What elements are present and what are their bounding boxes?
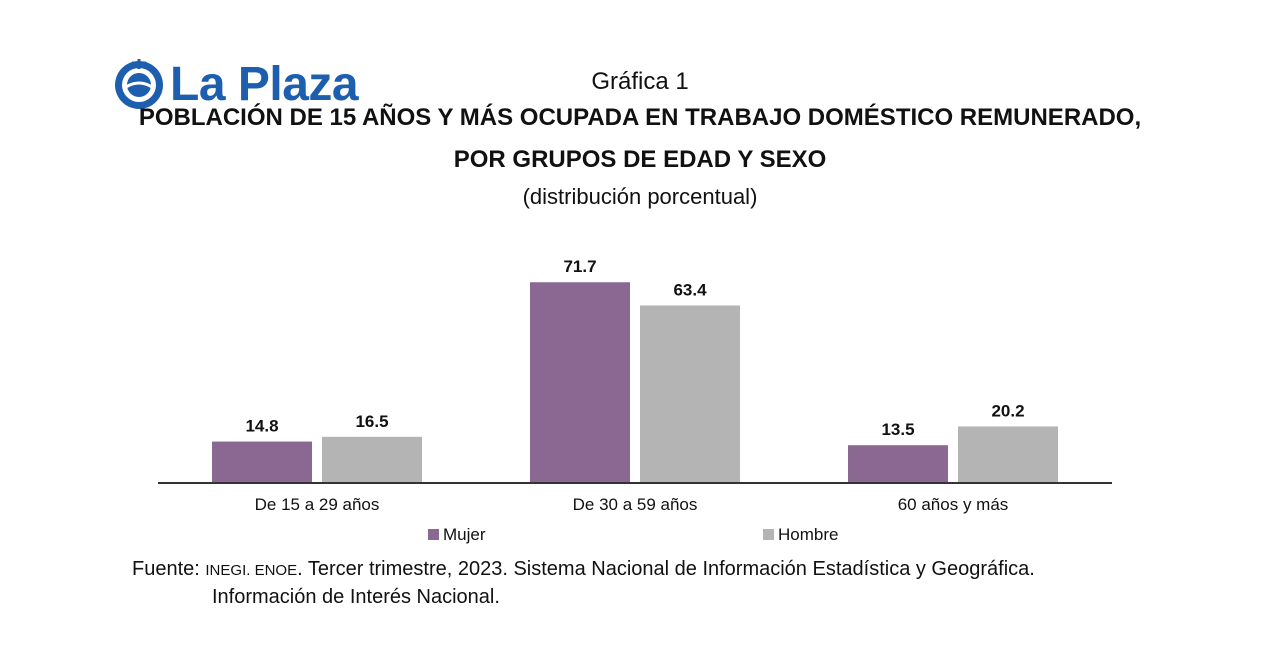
data-label-hombre-0: 16.5: [355, 412, 388, 431]
chart-subtitle: Gráfica 1: [591, 68, 689, 95]
bar-mujer-0: [212, 441, 312, 483]
bar-chart: 14.8 71.7 13.5 16.5 63.4 20.2 De 15 a 29 años D…: [158, 257, 1112, 544]
legend-label-hombre: Hombre: [778, 525, 838, 544]
x-tick-label-0: De 15 a 29 años: [255, 495, 380, 514]
bar-mujer-1: [530, 282, 630, 483]
legend-label-mujer: Mujer: [443, 525, 486, 544]
legend-swatch-mujer: [428, 529, 439, 540]
source-rest: . Tercer trimestre, 2023. Sistema Nacion…: [297, 558, 1035, 580]
source-prefix: Fuente:: [132, 558, 206, 580]
data-label-hombre-1: 63.4: [673, 280, 707, 299]
globe-icon: [115, 59, 163, 109]
chart-unit-label: (distribución porcentual): [522, 184, 758, 209]
data-label-mujer-1: 71.7: [563, 257, 596, 276]
bar-hombre-2: [958, 426, 1058, 483]
x-tick-label-2: 60 años y más: [898, 495, 1009, 514]
x-tick-label-1: De 30 a 59 años: [573, 495, 698, 514]
chart-title-line2: POR GRUPOS DE EDAD Y SEXO: [453, 146, 827, 173]
chart-title-line1: POBLACIÓN DE 15 AÑOS Y MÁS OCUPADA EN TR…: [138, 104, 1142, 131]
source-org: INEGI. ENOE: [205, 562, 298, 579]
legend-swatch-hombre: [763, 529, 774, 540]
source-line2: Información de Interés Nacional.: [212, 586, 500, 608]
bar-mujer-2: [848, 445, 948, 483]
la-plaza-logo: La Plaza: [112, 56, 359, 112]
data-label-hombre-2: 20.2: [991, 401, 1024, 420]
source-line1: Fuente: INEGI. ENOE. Tercer trimestre, 2…: [132, 556, 1035, 584]
bar-hombre-1: [640, 305, 740, 483]
logo-text: La Plaza: [170, 57, 359, 111]
data-label-mujer-0: 14.8: [245, 417, 278, 436]
bar-hombre-0: [322, 436, 422, 483]
data-label-mujer-2: 13.5: [881, 420, 914, 439]
source-note: Fuente: INEGI. ENOE. Tercer trimestre, 2…: [132, 556, 1035, 610]
